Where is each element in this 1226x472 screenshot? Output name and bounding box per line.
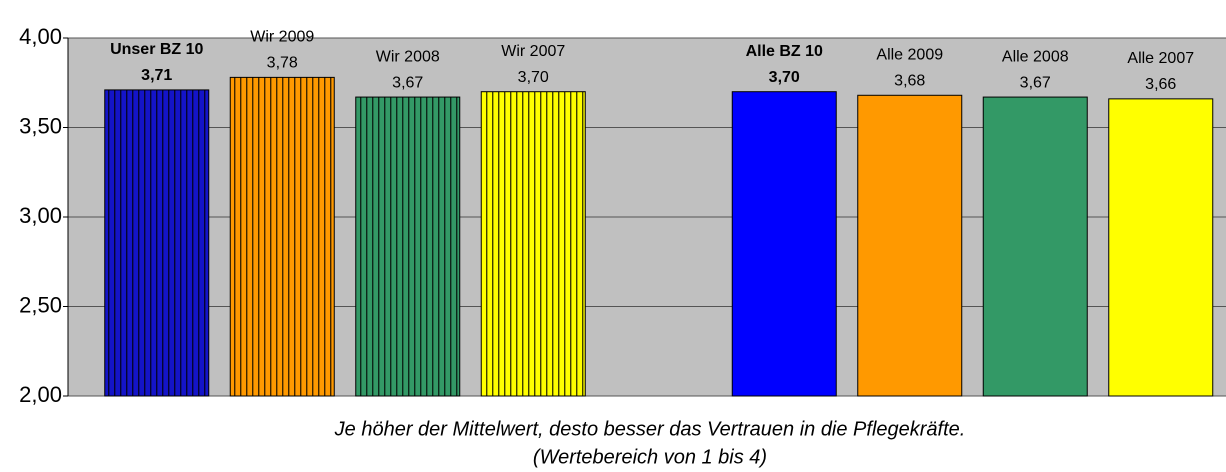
value-label: 3,78 xyxy=(267,55,298,72)
value-label: 3,67 xyxy=(392,74,423,91)
bar-hatch xyxy=(104,89,209,396)
bar-hatch xyxy=(481,91,586,396)
category-label: Alle 2009 xyxy=(876,46,943,63)
value-label: 3,66 xyxy=(1145,76,1176,93)
value-label: 3,71 xyxy=(141,67,172,84)
y-tick-label: 2,00 xyxy=(19,382,62,407)
bar xyxy=(1108,98,1214,397)
bar xyxy=(982,96,1088,397)
value-label: 3,67 xyxy=(1020,74,1051,91)
value-label: 3,68 xyxy=(894,72,925,89)
bar-hatch xyxy=(355,97,460,396)
value-label: 3,70 xyxy=(518,69,549,86)
y-tick-label: 2,50 xyxy=(19,292,62,317)
y-tick-label: 3,50 xyxy=(19,113,62,138)
bar xyxy=(857,94,963,397)
y-tick-label: 3,00 xyxy=(19,203,62,228)
caption: Je höher der Mittelwert, desto besser da… xyxy=(334,418,966,440)
category-label: Wir 2007 xyxy=(501,43,565,60)
y-tick-label: 4,00 xyxy=(19,24,62,49)
category-label: Alle 2008 xyxy=(1002,48,1069,65)
category-label: Alle BZ 10 xyxy=(746,43,823,60)
category-label: Unser BZ 10 xyxy=(110,41,203,58)
category-label: Alle 2007 xyxy=(1127,50,1194,67)
caption: (Wertebereich von 1 bis 4) xyxy=(533,446,767,468)
category-label: Wir 2009 xyxy=(250,29,314,46)
bar-hatch xyxy=(230,77,335,396)
category-label: Wir 2008 xyxy=(376,48,440,65)
bar xyxy=(731,91,837,397)
value-label: 3,70 xyxy=(769,69,800,86)
